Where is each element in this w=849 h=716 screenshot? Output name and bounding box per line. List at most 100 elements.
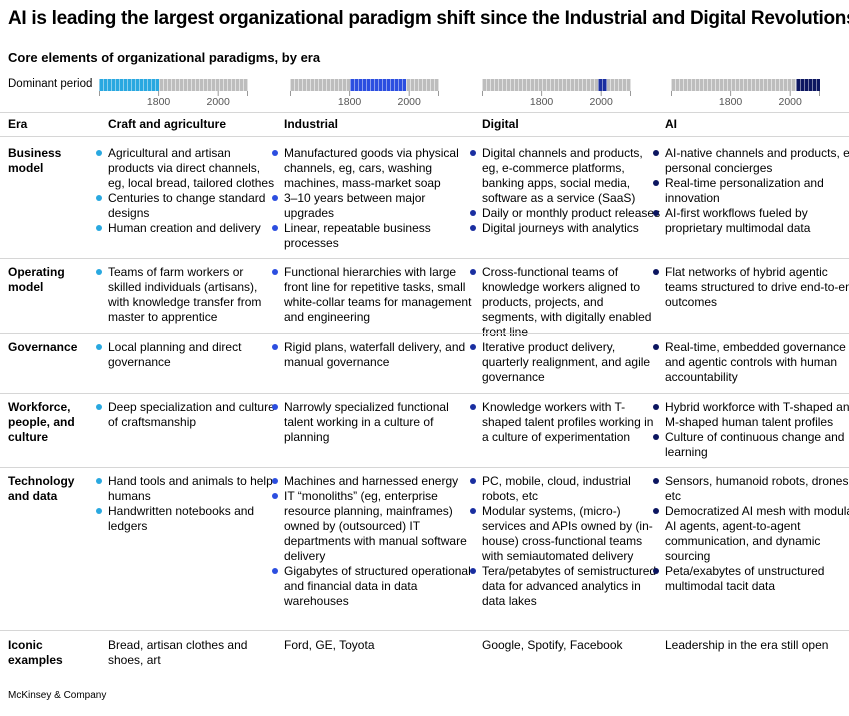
bullet-dot-icon [272,493,278,499]
bullet-text: Tera/petabytes of semistructured data fo… [482,564,657,608]
cell-digital-workforce: Knowledge workers with T-shaped talent p… [470,400,662,445]
bullet-item: Daily or monthly product releases [470,206,662,221]
timeline-tick-label: 1800 [337,96,362,108]
iconic-ai: Leadership in the era still open [665,638,829,652]
bullet-item: Rigid plans, waterfall delivery, and man… [272,340,474,370]
row-label-operating: Operating model [8,265,65,294]
cell-craft-governance: Local planning and direct governance [96,340,278,370]
bullet-text: Hybrid workforce with T-shaped and M-sha… [665,400,849,429]
bullet-text: Modular systems, (micro-) services and A… [482,504,653,563]
bullet-dot-icon [653,210,659,216]
bullet-text: AI-first workflows fueled by proprietary… [665,206,811,235]
cell-craft-technology: Hand tools and animals to help humans Han… [96,474,278,534]
bullet-item: Teams of farm workers or skilled individ… [96,265,278,325]
bullet-dot-icon [272,568,278,574]
bullet-dot-icon [653,404,659,410]
cell-ai-technology: Sensors, humanoid robots, drones, etc Dem… [653,474,849,594]
bullet-item: Digital channels and products, eg, e-com… [470,146,662,206]
row-label-technology: Technology and data [8,474,75,503]
divider [0,258,849,259]
bullet-item: Culture of continuous change and learnin… [653,430,849,460]
bullet-text: Narrowly specialized functional talent w… [284,400,449,444]
bullet-text: Peta/exabytes of unstructured multimodal… [665,564,825,593]
bullet-item: Machines and harnessed energy [272,474,474,489]
dominant-period-label: Dominant period [8,78,93,90]
bullet-dot-icon [470,269,476,275]
page-title: AI is leading the largest organizational… [8,8,849,29]
timeline-tick-label: 2000 [397,96,421,108]
bullet-item: Manufactured goods via physical channels… [272,146,474,191]
bullet-item: Agricultural and artisan products via di… [96,146,278,191]
bullet-text: Manufactured goods via physical channels… [284,146,459,190]
timeline-axis [290,91,439,96]
timeline-tick-label: 2000 [778,96,802,108]
bullet-text: IT “monoliths” (eg, enterprise resource … [284,489,467,563]
bullet-dot-icon [96,150,102,156]
timeline-track [671,79,820,91]
bullet-item: Functional hierarchies with large front … [272,265,474,325]
bullet-item: Local planning and direct governance [96,340,278,370]
bullet-item: Iterative product delivery, quarterly re… [470,340,662,385]
bullet-text: Local planning and direct governance [108,340,242,369]
cell-digital-technology: PC, mobile, cloud, industrial robots, et… [470,474,662,609]
bullet-item: Tera/petabytes of semistructured data fo… [470,564,662,609]
bullet-item: Real-time personalization and innovation [653,176,849,206]
timeline-dominant-fill [99,79,159,91]
bullet-text: Agricultural and artisan products via di… [108,146,275,190]
bullet-text: Democratized AI mesh with modular AI age… [665,504,849,563]
bullet-text: Deep specialization and culture of craft… [108,400,275,429]
bullet-item: Hybrid workforce with T-shaped and M-sha… [653,400,849,430]
bullet-dot-icon [96,404,102,410]
timeline-dominant-fill [598,79,608,91]
bullet-text: Knowledge workers with T-shaped talent p… [482,400,654,444]
divider [0,333,849,334]
iconic-industrial: Ford, GE, Toyota [284,638,375,652]
divider [0,136,849,137]
bullet-text: Handwritten notebooks and ledgers [108,504,255,533]
timeline-tick-label: 2000 [206,96,230,108]
row-label-iconic: Iconic examples [8,638,63,667]
cell-craft-business: Agricultural and artisan products via di… [96,146,278,236]
bullet-text: Digital journeys with analytics [482,221,639,235]
bullet-item: Flat networks of hybrid agentic teams st… [653,265,849,310]
cell-ai-business: AI-native channels and products, eg, per… [653,146,849,236]
bullet-text: Hand tools and animals to help humans [108,474,273,503]
bullet-item: PC, mobile, cloud, industrial robots, et… [470,474,662,504]
bullet-item: Deep specialization and culture of craft… [96,400,278,430]
bullet-dot-icon [470,210,476,216]
bullet-dot-icon [653,344,659,350]
bullet-text: Machines and harnessed energy [284,474,459,488]
bullet-dot-icon [470,508,476,514]
bullet-item: Centuries to change standard designs [96,191,278,221]
timeline-dominant-fill [349,79,407,91]
bullet-item: Digital journeys with analytics [470,221,662,236]
bullet-item: Human creation and delivery [96,221,278,236]
row-label-business: Business model [8,146,62,175]
bullet-dot-icon [96,344,102,350]
era-header-label: Era [8,117,28,131]
bullet-item: 3–10 years between major upgrades [272,191,474,221]
bullet-item: Modular systems, (micro-) services and A… [470,504,662,564]
page-subtitle: Core elements of organizational paradigm… [8,50,321,65]
iconic-craft: Bread, artisan clothes and shoes, art [108,638,248,667]
divider [0,630,849,631]
cell-craft-operating: Teams of farm workers or skilled individ… [96,265,278,325]
bullet-item: Narrowly specialized functional talent w… [272,400,474,445]
bullet-dot-icon [653,180,659,186]
bullet-dot-icon [272,150,278,156]
bullet-dot-icon [96,478,102,484]
timeline-craft: 1800 2000 [99,79,248,109]
bullet-dot-icon [96,195,102,201]
timeline-digital: 1800 2000 [482,79,631,109]
cell-industrial-technology: Machines and harnessed energy IT “monolit… [272,474,474,609]
divider [0,467,849,468]
bullet-item: Linear, repeatable business processes [272,221,474,251]
bullet-text: Human creation and delivery [108,221,261,235]
bullet-text: Centuries to change standard designs [108,191,266,220]
bullet-text: PC, mobile, cloud, industrial robots, et… [482,474,631,503]
timeline-tick-label: 1800 [718,96,743,108]
bullet-dot-icon [653,150,659,156]
cell-ai-operating: Flat networks of hybrid agentic teams st… [653,265,849,310]
bullet-item: Real-time, embedded governance and agent… [653,340,849,385]
bullet-dot-icon [470,404,476,410]
